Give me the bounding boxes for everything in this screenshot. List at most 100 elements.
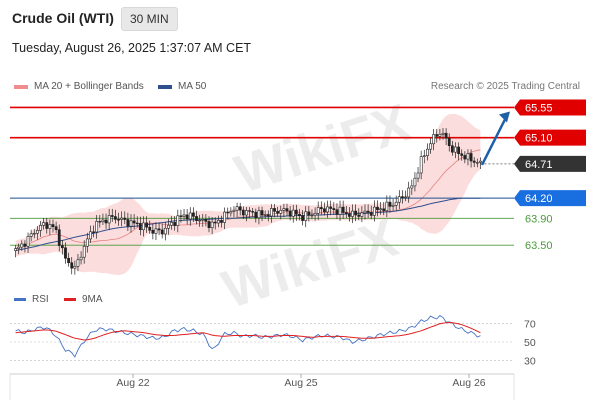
candle-body <box>463 155 467 160</box>
candle-body <box>148 226 152 231</box>
candle-body <box>316 207 320 214</box>
ma50-path <box>15 197 481 252</box>
candle <box>438 128 442 141</box>
candle <box>226 207 230 219</box>
candle <box>332 202 336 215</box>
candle-body <box>270 208 273 217</box>
candle <box>407 181 411 203</box>
candle-body <box>42 222 46 226</box>
candle-body <box>341 206 345 213</box>
candle-body <box>404 196 407 199</box>
candle <box>463 151 467 164</box>
candle-body <box>407 187 411 198</box>
candle <box>95 215 99 239</box>
candle-body <box>185 214 189 220</box>
candle-body <box>235 206 239 211</box>
candle-body <box>98 221 102 223</box>
candle-body <box>223 211 226 223</box>
rsi-panel: 70 50 30 <box>10 315 536 368</box>
candle <box>142 216 145 237</box>
candle <box>104 213 108 229</box>
candle-body <box>444 132 448 139</box>
candle <box>422 149 426 164</box>
candle <box>154 222 158 241</box>
candle <box>85 232 89 253</box>
candle-body <box>17 246 21 249</box>
candle-body <box>157 228 161 231</box>
candle <box>98 214 102 228</box>
candle <box>469 149 473 168</box>
candle <box>73 260 77 275</box>
x-tick-label: Aug 25 <box>284 377 317 389</box>
candle-body <box>67 257 70 264</box>
candle-body <box>201 219 205 221</box>
candle-body <box>319 207 323 210</box>
rsi-series-RSI <box>15 315 481 358</box>
candle <box>54 221 58 234</box>
candle <box>270 204 273 223</box>
candle-body <box>89 231 92 240</box>
candle <box>257 206 261 225</box>
candle-body <box>291 209 295 217</box>
candle <box>32 229 36 239</box>
candle-body <box>213 221 217 224</box>
candle-body <box>379 208 382 211</box>
candle <box>444 128 448 145</box>
candle <box>216 215 220 228</box>
candle-body <box>241 209 245 216</box>
candle-body <box>170 222 173 226</box>
candle <box>220 215 223 228</box>
candle <box>323 202 326 216</box>
candle <box>20 240 24 251</box>
candle <box>123 211 127 225</box>
rsi-tick-label: 70 <box>524 318 536 330</box>
candle-body <box>479 160 482 163</box>
candle-body <box>36 230 39 234</box>
rsi-tick-label: 50 <box>524 337 536 349</box>
candle <box>129 214 133 233</box>
candle <box>379 202 382 215</box>
interval-badge[interactable]: 30 MIN <box>121 7 178 31</box>
candle <box>419 150 423 180</box>
candle <box>288 205 292 221</box>
candle <box>354 204 358 222</box>
candle-body <box>410 185 414 189</box>
candle-body <box>369 212 373 216</box>
candle <box>120 211 124 227</box>
candle <box>223 207 226 230</box>
level-tag-bg <box>514 129 586 146</box>
candle <box>385 195 389 218</box>
candle-body <box>344 212 348 215</box>
candle-body <box>298 214 301 216</box>
candle-body <box>238 206 242 211</box>
candle <box>14 245 17 258</box>
candle-body <box>282 208 286 211</box>
candle-body <box>114 216 117 220</box>
x-axis: Aug 22 Aug 25 Aug 26 <box>9 373 515 400</box>
candle <box>279 205 283 220</box>
candle-body <box>29 233 33 237</box>
level-tag-text: 65.55 <box>525 102 553 114</box>
candle <box>441 128 445 140</box>
candle-body <box>294 209 298 215</box>
candle-body <box>263 214 267 216</box>
candle <box>126 212 130 231</box>
candle-body <box>195 216 198 221</box>
level-labels: 65.55 65.10 64.71 64.20 63.90 63.50 <box>514 99 586 252</box>
candle <box>57 224 61 252</box>
candle-body <box>207 221 211 229</box>
candle-body <box>426 148 429 157</box>
candle <box>157 222 161 236</box>
candle-body <box>248 210 251 212</box>
legend-ma50-label: MA 50 <box>178 81 207 92</box>
legend-ma20-swatch <box>14 84 28 89</box>
candle-body <box>60 245 64 249</box>
watermark-text: WikiFX <box>228 92 417 205</box>
level-tag-65.55: 65.55 <box>514 99 586 116</box>
candle-body <box>151 229 155 234</box>
candle-body <box>382 208 386 211</box>
candle <box>163 221 167 241</box>
candle-body <box>64 247 67 259</box>
candle-body <box>397 196 401 203</box>
